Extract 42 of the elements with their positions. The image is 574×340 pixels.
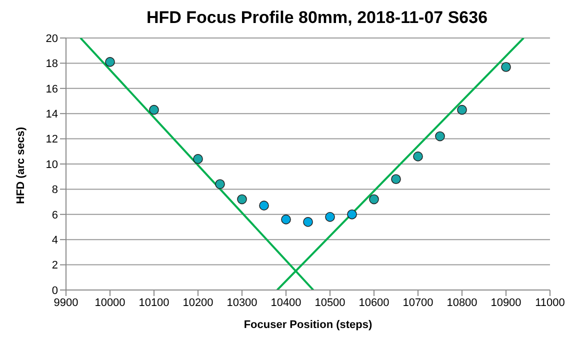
point (259, 200, 269, 210)
point (105, 57, 115, 67)
x-tick-label: 10200 (182, 296, 214, 309)
x-tick-label: 10000 (94, 296, 126, 309)
x-axis-title: Focuser Position (steps) (244, 319, 373, 331)
x-tick-label: 11000 (535, 296, 565, 309)
y-tick-label: 6 (52, 209, 58, 222)
y-tick-label: 14 (46, 108, 58, 121)
x-tick-label: 10700 (402, 296, 434, 309)
x-tick-label: 10300 (226, 296, 258, 309)
point (413, 152, 423, 162)
chart-title: HFD Focus Profile 80mm, 2018-11-07 S636 (145, 8, 489, 29)
x-tick-label: 10600 (358, 296, 390, 309)
point (347, 209, 357, 220)
x-tick-label: 10800 (446, 296, 478, 309)
point (391, 174, 401, 184)
point (149, 104, 159, 115)
y-tick-label: 18 (46, 58, 58, 70)
point (325, 212, 335, 222)
y-tick-label: 16 (46, 83, 58, 96)
point (281, 214, 291, 224)
y-tick-label: 4 (52, 234, 58, 247)
x-tick-label: 10400 (270, 296, 302, 309)
point (457, 104, 467, 115)
point (237, 194, 247, 204)
y-tick-label: 8 (52, 184, 58, 196)
y-tick-label: 10 (46, 158, 58, 171)
x-tick-label: 9900 (54, 296, 78, 309)
y-tick-label: 20 (46, 32, 58, 45)
x-tick-label: 10100 (138, 296, 170, 309)
point (369, 194, 379, 204)
point (435, 131, 445, 142)
x-tick-label: 10500 (314, 296, 346, 309)
x-tick-label: 10900 (490, 296, 522, 309)
y-tick-label: 2 (52, 260, 58, 272)
y-tick-label: 0 (52, 284, 58, 297)
y-axis-title: HFD (arc secs) (14, 126, 27, 204)
y-tick-label: 12 (46, 134, 58, 146)
point (193, 154, 203, 164)
point (501, 62, 511, 72)
point (215, 179, 225, 190)
point (303, 217, 313, 227)
